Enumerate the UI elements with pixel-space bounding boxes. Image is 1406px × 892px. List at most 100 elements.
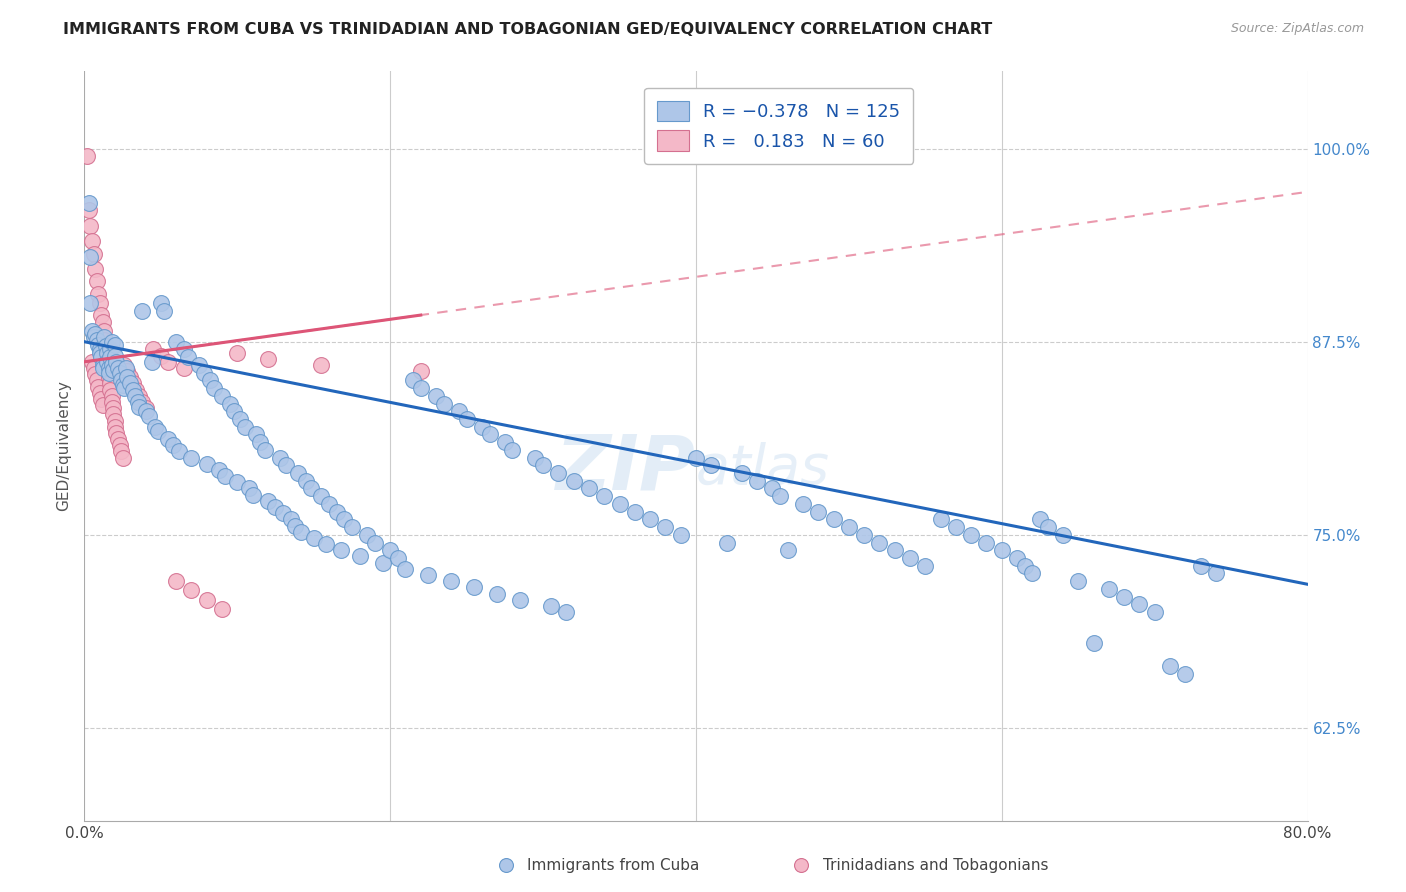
Point	[1114, 590, 1136, 604]
Point	[853, 528, 876, 542]
Point	[91, 315, 114, 329]
Point	[79, 296, 101, 310]
Point	[93, 330, 115, 344]
Point	[135, 404, 157, 418]
Point	[233, 419, 256, 434]
Point	[685, 450, 707, 465]
Point	[104, 413, 127, 427]
Point	[1189, 558, 1212, 573]
Point	[394, 562, 416, 576]
Point	[540, 599, 562, 613]
Point	[747, 474, 769, 488]
Point	[524, 450, 547, 465]
Point	[127, 395, 149, 409]
Point	[96, 355, 118, 369]
Point	[94, 339, 117, 353]
Point	[125, 383, 148, 397]
Point	[349, 549, 371, 564]
Point	[96, 358, 118, 372]
Point	[218, 396, 240, 410]
Point	[198, 373, 221, 387]
Point	[838, 520, 860, 534]
Legend: R = −0.378   N = 125, R =   0.183   N = 60: R = −0.378 N = 125, R = 0.183 N = 60	[644, 88, 914, 164]
Point	[157, 432, 180, 446]
Point	[624, 505, 647, 519]
Point	[131, 395, 153, 409]
Point	[177, 350, 200, 364]
Point	[80, 235, 103, 249]
Point	[180, 450, 202, 465]
Point	[295, 474, 318, 488]
Point	[149, 349, 172, 363]
Point	[214, 469, 236, 483]
Point	[83, 361, 105, 376]
Point	[211, 602, 233, 616]
Point	[86, 333, 108, 347]
Point	[79, 250, 101, 264]
Point	[433, 396, 456, 410]
Point	[509, 592, 531, 607]
Point	[103, 407, 125, 421]
Point	[90, 392, 112, 406]
Point	[211, 389, 233, 403]
Point	[107, 361, 129, 376]
Point	[311, 358, 333, 372]
Point	[898, 551, 921, 566]
Point	[1029, 512, 1052, 526]
Point	[769, 489, 792, 503]
Point	[91, 358, 114, 372]
Point	[120, 370, 142, 384]
Point	[91, 361, 114, 376]
Point	[107, 432, 129, 446]
Point	[402, 373, 425, 387]
Point	[108, 438, 131, 452]
Point	[299, 482, 322, 496]
Point	[84, 262, 107, 277]
Point	[315, 537, 337, 551]
Point	[242, 488, 264, 502]
Point	[790, 858, 813, 872]
Point	[104, 349, 127, 363]
Point	[340, 520, 363, 534]
Text: Source: ZipAtlas.com: Source: ZipAtlas.com	[1230, 22, 1364, 36]
Point	[97, 370, 120, 384]
Point	[792, 497, 814, 511]
Point	[93, 324, 115, 338]
Point	[945, 520, 967, 534]
Point	[1021, 566, 1043, 581]
Point	[269, 450, 291, 465]
Point	[1083, 636, 1105, 650]
Point	[284, 518, 307, 533]
Point	[96, 351, 118, 366]
Point	[471, 419, 494, 434]
Point	[387, 551, 409, 566]
Point	[257, 493, 280, 508]
Point	[128, 389, 150, 403]
Point	[700, 458, 723, 473]
Point	[991, 543, 1014, 558]
Point	[180, 583, 202, 598]
Point	[143, 419, 166, 434]
Point	[1128, 598, 1150, 612]
Point	[173, 361, 195, 376]
Point	[264, 500, 287, 514]
Point	[110, 373, 132, 387]
Point	[1174, 666, 1197, 681]
Point	[562, 474, 585, 488]
Point	[914, 558, 936, 573]
Point	[94, 345, 117, 359]
Point	[409, 381, 432, 395]
Text: Trinidadians and Tobagonians: Trinidadians and Tobagonians	[823, 858, 1047, 872]
Point	[249, 435, 271, 450]
Point	[90, 350, 112, 364]
Text: ZIP: ZIP	[557, 432, 696, 506]
Point	[114, 361, 136, 376]
Point	[93, 333, 115, 347]
Point	[101, 358, 124, 372]
Point	[1052, 528, 1074, 542]
Point	[356, 528, 378, 542]
Point	[418, 568, 440, 582]
Point	[110, 444, 132, 458]
Point	[731, 466, 754, 480]
Point	[86, 275, 108, 289]
